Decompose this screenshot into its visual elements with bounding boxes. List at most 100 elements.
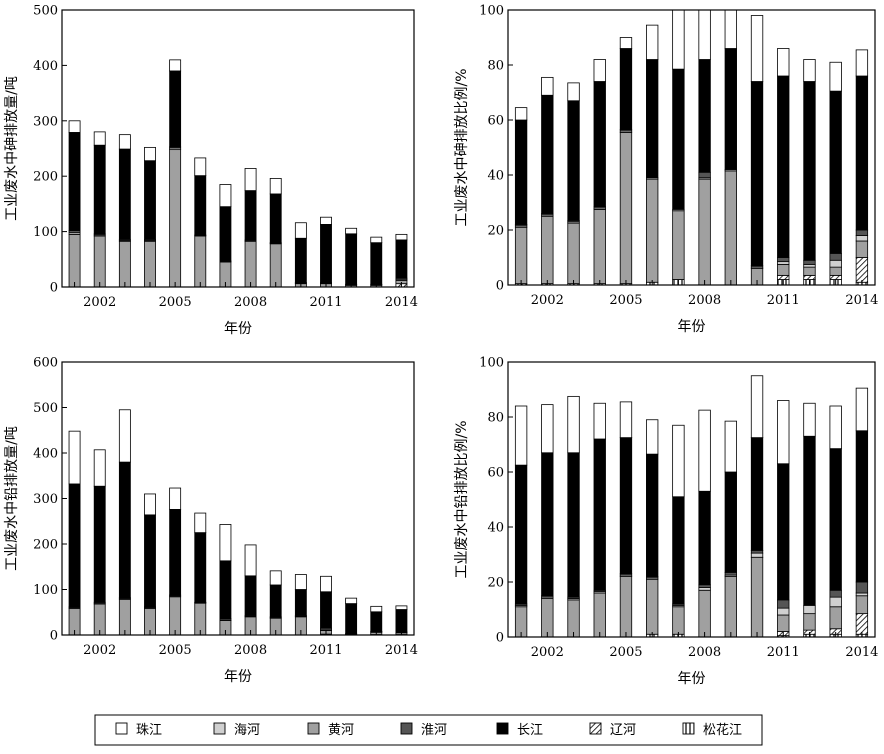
bar-segment	[169, 596, 182, 636]
bar-segment	[829, 274, 842, 280]
bar-segment	[567, 82, 580, 102]
x-tick-label: 2014	[385, 643, 418, 658]
bar-segment	[777, 607, 790, 616]
bar-segment	[68, 120, 81, 133]
bar-segment	[244, 544, 257, 577]
bar-segment	[541, 94, 554, 214]
legend-swatch	[400, 722, 413, 735]
bar-segment	[68, 483, 81, 608]
bar-segment	[541, 215, 554, 285]
bar-segment	[169, 149, 182, 288]
y-tick-label: 300	[33, 492, 58, 507]
bar-segment	[646, 419, 659, 455]
legend-label: 松花江	[703, 722, 742, 738]
bar-segment	[395, 233, 408, 241]
bar-segment	[269, 584, 282, 618]
bar-segment	[593, 438, 606, 591]
bar-segment	[750, 81, 764, 267]
bar-segment	[194, 235, 207, 288]
bar-segment	[118, 148, 131, 240]
bar-segment	[724, 420, 737, 473]
x-tick-label: 2002	[531, 293, 564, 308]
bar-segment	[320, 591, 332, 629]
legend-swatch	[307, 722, 320, 735]
bar-segment	[777, 257, 790, 263]
bar-segment	[698, 9, 711, 60]
bar-segment	[777, 599, 790, 609]
bar-segment	[320, 575, 332, 593]
bar-segment	[93, 485, 106, 603]
bar-segment	[619, 48, 633, 131]
bar-segment	[777, 75, 790, 258]
bar-segment	[855, 240, 869, 258]
bar-segment	[93, 449, 106, 487]
bar-segment	[219, 184, 232, 208]
bar-segment	[646, 24, 659, 60]
bar-segment	[219, 560, 232, 620]
legend-item: 海河	[213, 722, 260, 738]
bar-segment	[698, 409, 711, 492]
legend-swatch	[496, 722, 509, 735]
x-axis-label: 年份	[224, 321, 252, 337]
bar-segment	[294, 222, 307, 239]
bar-segment	[803, 274, 816, 280]
y-tick-label: 60	[487, 114, 504, 129]
bar-segment	[194, 157, 207, 177]
bar-segment	[194, 512, 207, 534]
bar-segment	[68, 430, 81, 485]
x-tick-label: 2011	[767, 645, 800, 660]
bar-segment	[750, 552, 764, 558]
bar-segment	[672, 9, 685, 70]
bar-segment	[567, 599, 580, 638]
bar-segment	[803, 402, 816, 437]
plot-frame	[507, 9, 876, 286]
bar-segment	[541, 452, 554, 597]
bar-segment	[750, 15, 764, 82]
bar-segment	[672, 424, 685, 498]
bar-segment	[194, 175, 207, 236]
legend-label: 辽河	[610, 723, 636, 738]
bar-segment	[514, 226, 528, 285]
bar-segment	[672, 210, 685, 280]
y-tick-label: 20	[487, 576, 504, 591]
bar-segment	[593, 592, 606, 638]
bar-segment	[169, 59, 182, 72]
bar-segment	[294, 237, 307, 283]
plot-frame	[61, 361, 415, 636]
bar-segment	[118, 461, 131, 599]
x-tick-label: 2005	[609, 645, 642, 660]
bar-segment	[855, 387, 869, 432]
legend-item: 长江	[496, 722, 543, 738]
bar-segment	[118, 409, 131, 463]
bar-segment	[855, 595, 869, 615]
bar-segment	[803, 59, 816, 82]
bar-segment	[829, 589, 842, 598]
bar-segment	[567, 395, 580, 454]
bar-segment	[68, 233, 81, 288]
bar-segment	[619, 576, 633, 638]
bar-segment	[750, 556, 764, 638]
bar-segment	[855, 257, 869, 283]
bar-segment	[320, 223, 332, 283]
bar-segment	[750, 437, 764, 551]
legend-swatch	[115, 722, 128, 735]
bar-segment	[803, 263, 816, 268]
y-tick-label: 200	[33, 538, 58, 553]
x-tick-label: 2014	[845, 293, 878, 308]
bar-segment	[750, 375, 764, 439]
plot-frame	[61, 9, 415, 288]
legend-item: 辽河	[589, 722, 636, 738]
x-tick-label: 2008	[688, 645, 721, 660]
bar-segment	[219, 524, 232, 562]
bar-segment	[395, 239, 408, 279]
bar-segment	[829, 90, 842, 254]
y-axis-label: 工业废水中铅排放量/吨	[4, 426, 20, 571]
legend-swatch	[213, 722, 226, 735]
bar-segment	[118, 599, 131, 636]
bar-segment	[698, 178, 711, 286]
bar-segment	[698, 490, 711, 586]
bar-segment	[724, 48, 737, 170]
chart-panel-4: 0 20 40 60 80 100 2002 2005 2008 2011 2014 年份 工业废水中铅…	[454, 356, 878, 688]
x-axis-label: 年份	[678, 319, 706, 335]
